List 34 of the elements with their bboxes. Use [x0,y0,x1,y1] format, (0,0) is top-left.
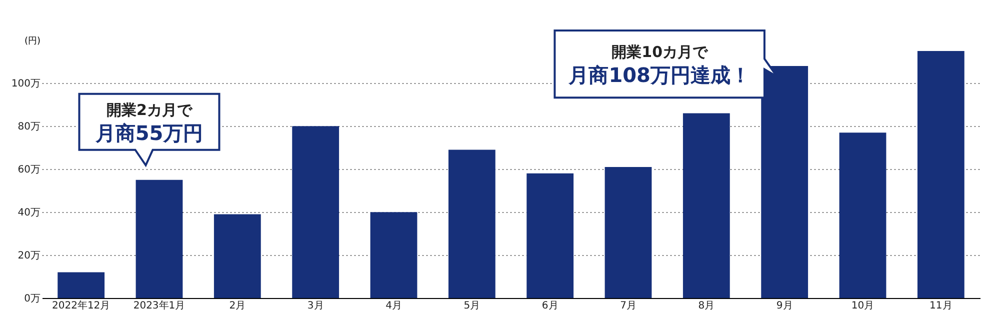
x-tick-label: 8月 [698,300,715,312]
x-tick-label: 2023年1月 [133,300,186,312]
annotation: 月商108万円達成！ [568,63,750,88]
y-tick-label: 100万 [11,78,40,90]
x-tick-label: 4月 [386,300,402,312]
bar [448,150,496,298]
x-tick-label: 11月 [930,300,952,312]
x-tick-label: 6月 [542,300,558,312]
annotation: 月商55万円 [94,120,204,145]
bar [58,272,105,298]
bar [604,166,652,298]
x-tick-label: 3月 [307,300,324,312]
bar [370,212,418,298]
bar [526,173,574,298]
annotation: 開業2カ月で [106,100,193,119]
y-tick-label: 40万 [18,208,40,219]
bar [292,126,340,298]
bar [136,180,183,298]
bar [917,51,964,298]
annotation: 開業10カ月で [612,43,709,62]
y-tick-label: 80万 [18,122,40,133]
y-tick-label: 20万 [18,250,40,262]
bar [839,132,886,298]
bar [682,113,730,298]
x-tick-label: 2022年12月 [52,300,110,312]
x-tick-label: 10月 [851,300,874,312]
x-tick-label: 5月 [464,300,480,312]
bar [214,214,261,298]
y-axis-title: (円) [24,36,41,46]
x-tick-label: 9月 [776,300,793,312]
x-tick-label: 7月 [620,300,636,312]
y-tick-label: 0万 [24,294,40,304]
y-tick-label: 60万 [18,164,40,176]
x-tick-label: 2月 [229,300,246,312]
